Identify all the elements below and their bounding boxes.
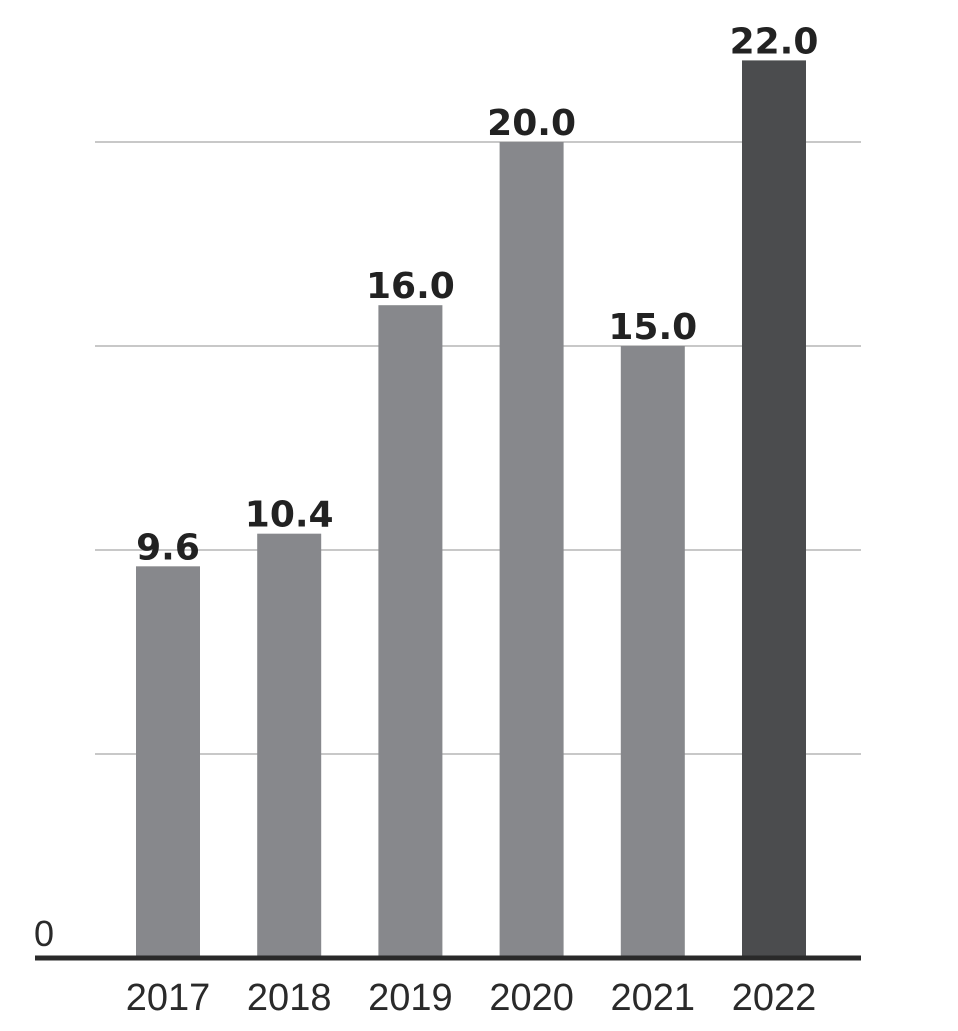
x-tick-label-2022: 2022 [732,977,817,1019]
value-label-2022: 22.0 [730,21,819,62]
x-tick-labels: 2017 2018 2019 2020 2021 2022 [126,977,817,1019]
bar-2022 [742,60,806,958]
x-tick-label-2021: 2021 [611,977,696,1019]
value-label-2019: 16.0 [366,266,455,307]
bar-2019 [378,305,443,958]
x-tick-label-2020: 2020 [489,977,574,1019]
x-tick-label-2019: 2019 [368,977,453,1019]
bar-2018 [257,533,322,958]
x-tick-label-2018: 2018 [247,977,332,1019]
bar-2020 [499,142,564,958]
value-label-2020: 20.0 [487,103,576,144]
value-labels: 9.6 10.4 16.0 20.0 15.0 22.0 [136,21,818,568]
y-tick-label-0: 0 [34,913,54,954]
value-label-2018: 10.4 [245,495,334,536]
value-label-2017: 9.6 [136,527,200,568]
gridlines [95,141,861,755]
value-label-2021: 15.0 [608,307,697,348]
x-tick-label-2017: 2017 [126,977,211,1019]
bar-2021 [620,346,685,958]
bar-2017 [136,566,200,958]
bars [136,60,806,958]
